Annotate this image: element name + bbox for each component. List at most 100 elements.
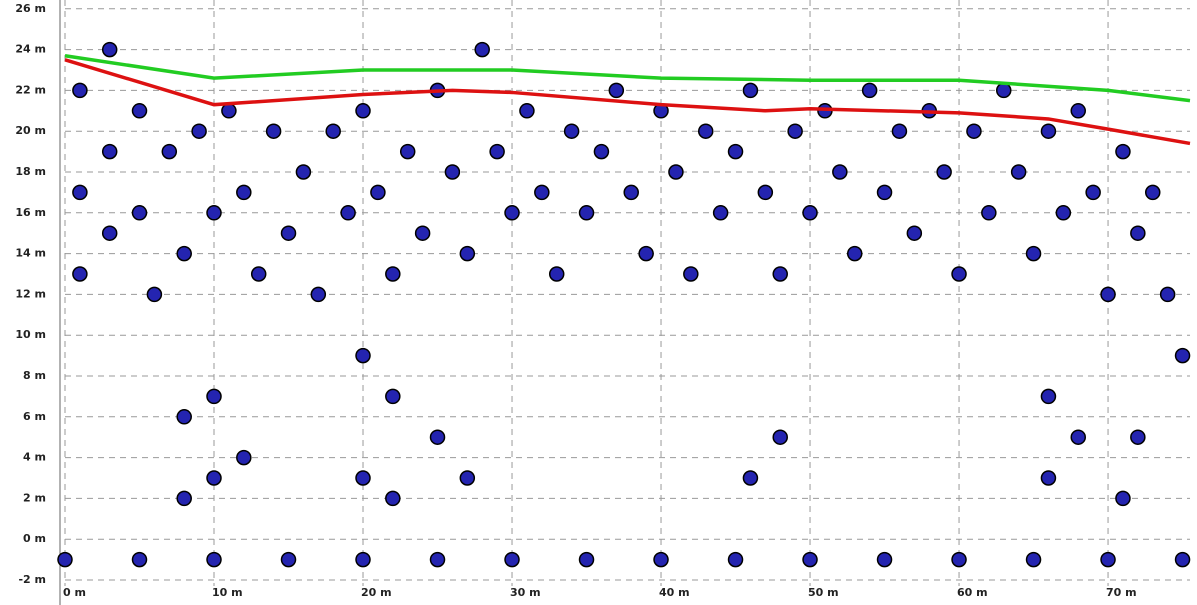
point — [1071, 104, 1085, 118]
point — [1146, 185, 1160, 199]
point — [878, 185, 892, 199]
point — [729, 553, 743, 567]
point — [669, 165, 683, 179]
point — [624, 185, 638, 199]
y-tick-label: 14 m — [15, 247, 46, 260]
point — [594, 145, 608, 159]
point — [431, 430, 445, 444]
y-tick-label: 8 m — [23, 369, 46, 382]
point — [401, 145, 415, 159]
point — [73, 185, 87, 199]
y-tick-label: 4 m — [23, 451, 46, 464]
point — [892, 124, 906, 138]
point — [1071, 430, 1085, 444]
point — [222, 104, 236, 118]
point — [252, 267, 266, 281]
x-tick-label: 10 m — [212, 586, 243, 599]
point — [1086, 185, 1100, 199]
point — [967, 124, 981, 138]
point — [773, 430, 787, 444]
point — [1012, 165, 1026, 179]
point — [1116, 491, 1130, 505]
point — [729, 145, 743, 159]
point — [699, 124, 713, 138]
point — [460, 471, 474, 485]
point — [356, 349, 370, 363]
point — [192, 124, 206, 138]
point — [1116, 145, 1130, 159]
x-tick-label: 50 m — [808, 586, 839, 599]
point — [863, 83, 877, 97]
point — [1027, 553, 1041, 567]
point — [207, 471, 221, 485]
point — [1101, 553, 1115, 567]
point — [520, 104, 534, 118]
point — [580, 206, 594, 220]
chart: -2 m0 m2 m4 m6 m8 m10 m12 m14 m16 m18 m2… — [0, 0, 1197, 605]
point — [177, 410, 191, 424]
point — [937, 165, 951, 179]
point — [386, 267, 400, 281]
point — [773, 267, 787, 281]
point — [341, 206, 355, 220]
point — [1041, 389, 1055, 403]
point — [177, 491, 191, 505]
x-tick-label: 30 m — [510, 586, 541, 599]
point — [1176, 553, 1190, 567]
point — [803, 206, 817, 220]
point — [848, 247, 862, 261]
point — [356, 553, 370, 567]
point — [982, 206, 996, 220]
point — [878, 553, 892, 567]
point — [133, 206, 147, 220]
point — [207, 389, 221, 403]
point — [490, 145, 504, 159]
point — [416, 226, 430, 240]
point — [103, 226, 117, 240]
point — [1131, 430, 1145, 444]
point — [1056, 206, 1070, 220]
point — [386, 389, 400, 403]
point — [326, 124, 340, 138]
y-tick-label: 24 m — [15, 43, 46, 56]
point — [565, 124, 579, 138]
point — [505, 206, 519, 220]
point — [103, 145, 117, 159]
point — [714, 206, 728, 220]
point — [207, 206, 221, 220]
point — [73, 83, 87, 97]
point — [639, 247, 653, 261]
point — [207, 553, 221, 567]
point — [1101, 287, 1115, 301]
point — [684, 267, 698, 281]
point — [758, 185, 772, 199]
x-tick-label: 0 m — [63, 586, 86, 599]
x-tick-label: 40 m — [659, 586, 690, 599]
point — [356, 471, 370, 485]
point — [803, 553, 817, 567]
point — [311, 287, 325, 301]
point — [535, 185, 549, 199]
y-tick-label: 26 m — [15, 2, 46, 15]
point — [371, 185, 385, 199]
y-tick-label: 10 m — [15, 328, 46, 341]
point — [133, 553, 147, 567]
y-tick-label: 0 m — [23, 532, 46, 545]
point — [147, 287, 161, 301]
point — [282, 226, 296, 240]
x-tick-label: 70 m — [1106, 586, 1137, 599]
y-tick-label: 2 m — [23, 491, 46, 504]
point — [58, 553, 72, 567]
point — [177, 247, 191, 261]
y-tick-label: 20 m — [15, 124, 46, 137]
point — [475, 43, 489, 57]
y-tick-label: 22 m — [15, 83, 46, 96]
point — [386, 491, 400, 505]
point — [431, 553, 445, 567]
point — [445, 165, 459, 179]
x-tick-label: 20 m — [361, 586, 392, 599]
point — [997, 83, 1011, 97]
point — [952, 267, 966, 281]
point — [505, 553, 519, 567]
point — [550, 267, 564, 281]
